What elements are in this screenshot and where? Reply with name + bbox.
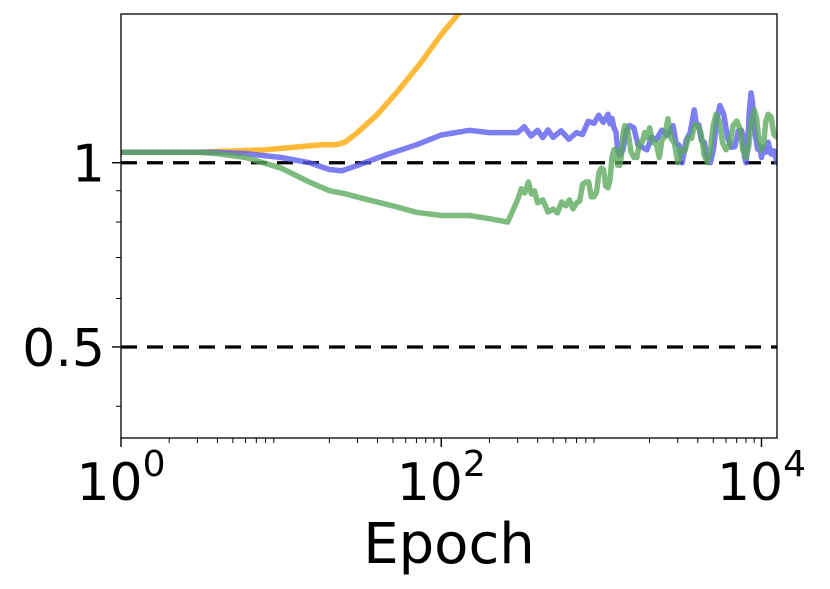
series-line-0 bbox=[121, 14, 462, 156]
y-tick-label-1: 1 bbox=[72, 135, 105, 195]
x-tick-label-0: 100 bbox=[76, 444, 165, 513]
y-tick-label-0: 0.5 bbox=[22, 319, 105, 379]
series-line-2 bbox=[121, 107, 777, 225]
x-tick-label-2: 104 bbox=[717, 444, 806, 513]
plot-frame bbox=[120, 13, 778, 439]
x-tick-label-1: 102 bbox=[397, 444, 486, 513]
y-axis: 0.51 bbox=[22, 135, 121, 407]
reference-lines bbox=[121, 161, 777, 349]
x-axis-label: Epoch bbox=[363, 512, 534, 577]
series-layer bbox=[121, 14, 777, 225]
x-axis: 100 102 104 bbox=[76, 438, 806, 513]
